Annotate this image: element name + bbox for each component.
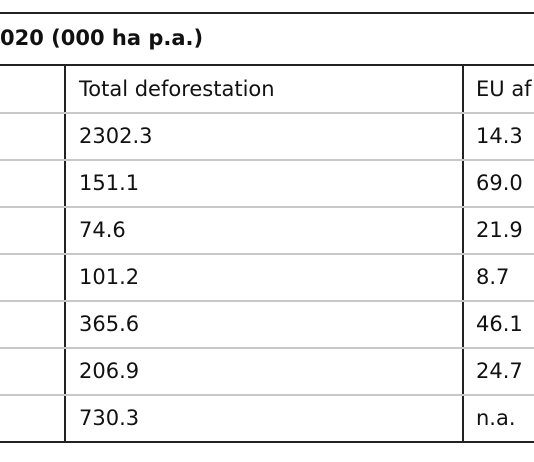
table-title: 020 (000 ha p.a.) bbox=[0, 26, 204, 50]
title-border bbox=[0, 64, 534, 66]
data-cell: 365.6 bbox=[79, 312, 140, 336]
row-border bbox=[0, 394, 534, 396]
row-border bbox=[0, 206, 534, 208]
data-cell: 2302.3 bbox=[79, 124, 153, 148]
row-border bbox=[0, 300, 534, 302]
data-cell: 8.7 bbox=[476, 265, 510, 289]
row-border bbox=[0, 112, 534, 114]
data-cell: n.a. bbox=[476, 406, 516, 430]
data-cell: 69.0 bbox=[476, 171, 523, 195]
data-cell: 206.9 bbox=[79, 359, 140, 383]
data-cell: 74.6 bbox=[79, 218, 126, 242]
data-cell: 46.1 bbox=[476, 312, 523, 336]
header-cell: Total deforestation bbox=[79, 77, 275, 101]
data-cell: 151.1 bbox=[79, 171, 140, 195]
data-cell: 14.3 bbox=[476, 124, 523, 148]
data-cell: 21.9 bbox=[476, 218, 523, 242]
top-border bbox=[0, 12, 534, 14]
row-border bbox=[0, 347, 534, 349]
data-cell: 730.3 bbox=[79, 406, 140, 430]
bottom-border bbox=[0, 441, 534, 443]
data-cell: 24.7 bbox=[476, 359, 523, 383]
header-cell: EU af bbox=[476, 77, 532, 101]
row-border bbox=[0, 253, 534, 255]
row-border bbox=[0, 159, 534, 161]
data-cell: 101.2 bbox=[79, 265, 140, 289]
